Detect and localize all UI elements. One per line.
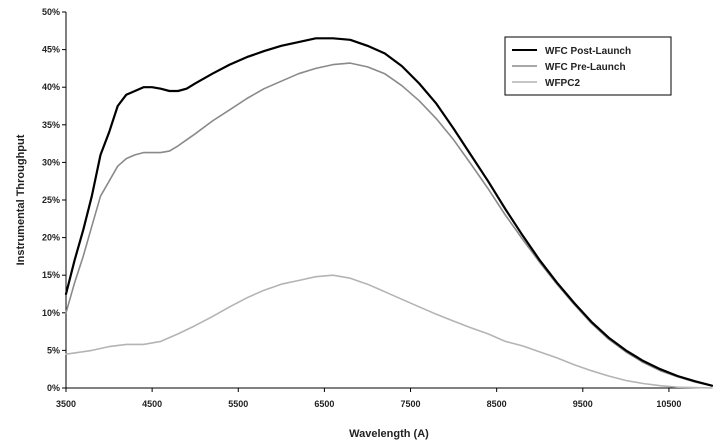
legend-label-wfc-post-launch: WFC Post-Launch (545, 46, 631, 57)
legend-label-wfc-pre-launch: WFC Pre-Launch (545, 62, 626, 73)
y-tick-label: 30% (42, 157, 60, 167)
x-tick-label: 6500 (314, 399, 334, 409)
y-tick-label: 20% (42, 233, 60, 243)
x-axis-title: Wavelength (A) (349, 428, 429, 440)
x-tick-label: 3500 (56, 399, 76, 409)
x-tick-label: 8500 (487, 399, 507, 409)
x-tick-label: 9500 (573, 399, 593, 409)
x-tick-label: 7500 (401, 399, 421, 409)
x-ticks: 3500 4500 5500 6500 7500 8500 9500 10500 (56, 388, 681, 409)
legend-item-wfpc2: WFPC2 (512, 78, 580, 89)
y-tick-label: 10% (42, 308, 60, 318)
legend-item-wfc-post-launch: WFC Post-Launch (512, 46, 631, 57)
series-line-wfc-pre-launch (65, 62, 713, 387)
plot-area: 3500 4500 5500 6500 7500 8500 9500 10500 0% 5% 10… (42, 7, 713, 409)
y-tick-label: 45% (42, 45, 60, 55)
y-tick-label: 5% (47, 345, 60, 355)
y-ticks: 0% 5% 10% 15% 20% 25% 30% 35% 40% 45% 50% (42, 7, 66, 393)
legend: WFC Post-Launch WFC Pre-Launch WFPC2 (504, 36, 672, 96)
y-tick-label: 50% (42, 7, 60, 17)
y-axis-title: Instrumental Throughput (15, 134, 27, 265)
y-tick-label: 35% (42, 120, 60, 130)
series-layer (64, 37, 713, 389)
y-tick-label: 40% (42, 82, 60, 92)
y-tick-label: 25% (42, 195, 60, 205)
legend-label-wfpc2: WFPC2 (545, 78, 580, 89)
x-tick-label: 10500 (656, 399, 681, 409)
series-line-wfc-post-launch (64, 37, 713, 387)
x-tick-label: 5500 (228, 399, 248, 409)
series-line-wfpc2 (65, 274, 713, 389)
x-tick-label: 4500 (142, 399, 162, 409)
y-tick-label: 0% (47, 383, 60, 393)
legend-item-wfc-pre-launch: WFC Pre-Launch (512, 62, 626, 73)
y-tick-label: 15% (42, 270, 60, 280)
